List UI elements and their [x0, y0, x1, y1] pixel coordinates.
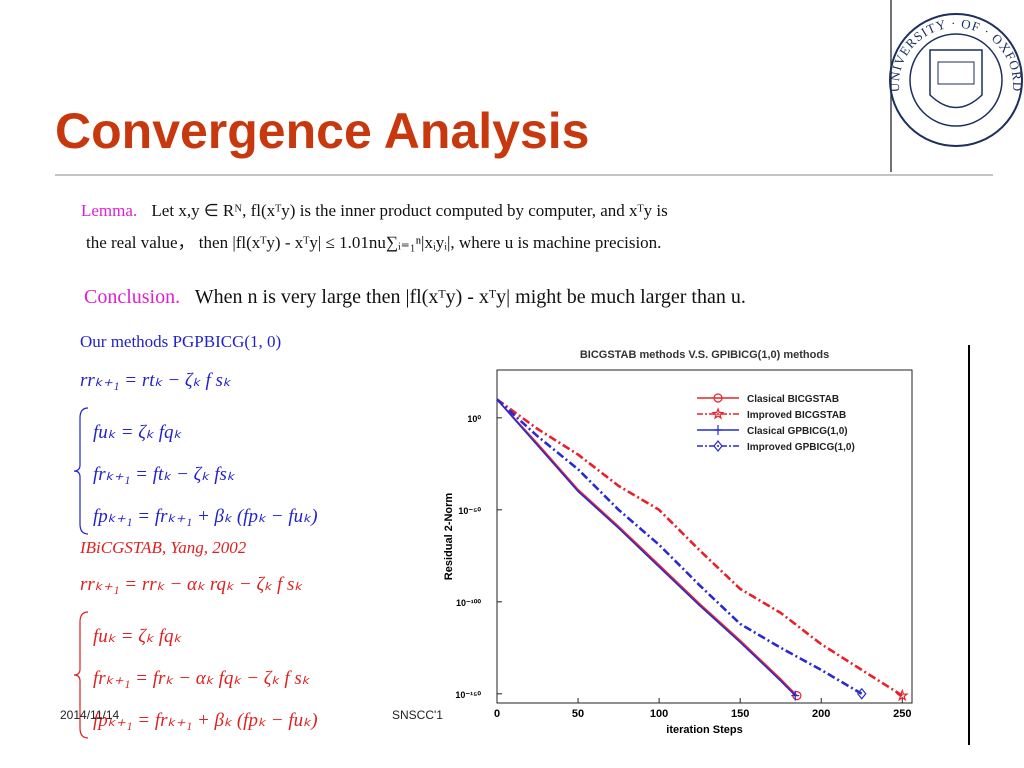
y-tick-label: 10⁰: [467, 414, 481, 424]
logo-ring-inner: [909, 33, 1003, 127]
legend-label: Clasical GPBICG(1,0): [747, 426, 848, 437]
equation: rrₖ₊₁ = rtₖ − ζₖ f sₖ: [80, 370, 232, 391]
x-axis-label: iteration Steps: [666, 724, 742, 736]
series-line: [496, 398, 796, 697]
conclusion-row: Conclusion. When n is very large then |f…: [84, 286, 746, 308]
equation: fpₖ₊₁ = frₖ₊₁ + βₖ (fpₖ − fuₖ): [93, 506, 318, 527]
legend-label: Improved GPBICG(1,0): [747, 442, 855, 453]
brace: [73, 407, 89, 535]
x-tick-label: 200: [812, 708, 830, 720]
series-line: [496, 398, 798, 697]
equation: frₖ₊₁ = ftₖ − ζₖ fsₖ: [93, 464, 236, 485]
equation: fpₖ₊₁ = frₖ₊₁ + βₖ (fpₖ − fuₖ): [93, 710, 318, 731]
logo-book: [937, 61, 975, 85]
series-line: [496, 398, 903, 697]
logo-ring: [889, 13, 1023, 147]
equation: rrₖ₊₁ = rrₖ − αₖ rqₖ − ζₖ f sₖ: [80, 574, 303, 595]
legend-label: Clasical BICGSTAB: [747, 394, 839, 405]
conclusion-label: Conclusion.: [84, 286, 180, 308]
y-axis-label: Residual 2-Norm: [443, 493, 455, 581]
x-tick-label: 150: [731, 708, 749, 720]
ref-equations: rrₖ₊₁ = rrₖ − αₖ rqₖ − ζₖ f sₖ fuₖ = ζₖ f…: [73, 574, 318, 739]
series-line: [496, 398, 863, 695]
lemma-label: Lemma.: [81, 201, 137, 220]
y-tick-label: 10⁻¹⁵⁰: [455, 690, 481, 700]
y-tick-label: 10⁻¹⁰⁰: [456, 598, 481, 608]
plot-frame: [496, 369, 913, 704]
x-tick-label: 100: [650, 708, 668, 720]
point-marker: [791, 690, 800, 701]
brace: [73, 611, 89, 739]
y-tick-label: 10⁻⁵⁰: [458, 506, 481, 516]
x-tick-label: 50: [572, 708, 584, 720]
equation: fuₖ = ζₖ fqₖ: [93, 422, 182, 443]
equation: frₖ₊₁ = frₖ − αₖ fqₖ − ζₖ f sₖ: [93, 668, 311, 689]
chart: BICGSTAB methods V.S. GPIBICG(1,0) metho…: [443, 349, 913, 736]
x-tick-label: 0: [494, 708, 500, 720]
legend-label: Improved BICGSTAB: [747, 410, 846, 421]
ours-equations: rrₖ₊₁ = rtₖ − ζₖ f sₖ fuₖ = ζₖ fqₖ frₖ₊₁ =…: [73, 370, 318, 535]
chart-title: BICGSTAB methods V.S. GPIBICG(1,0) metho…: [580, 349, 829, 361]
point-marker: [856, 687, 867, 700]
slide-title: Convergence Analysis: [55, 103, 589, 159]
legend-marker: [713, 440, 723, 452]
x-tick-label: 250: [893, 708, 911, 720]
legend-marker: [713, 393, 723, 403]
footer-event: SNSCC'1: [392, 708, 443, 722]
lemma-line2: the real value， then |fl(xᵀy) - xᵀy| ≤ 1…: [86, 233, 661, 252]
point-marker: [895, 688, 909, 702]
ref-title: IBiCGSTAB, Yang, 2002: [79, 538, 247, 557]
legend-marker: [711, 407, 725, 420]
conclusion-text: When n is very large then |fl(xᵀy) - xᵀy…: [195, 286, 746, 308]
equation: fuₖ = ζₖ fqₖ: [93, 626, 182, 647]
lemma-line1: Let x,y ∈ Rᴺ, fl(xᵀy) is the inner produ…: [151, 201, 667, 220]
lemma-row: Lemma. Let x,y ∈ Rᴺ, fl(xᵀy) is the inne…: [81, 201, 668, 220]
footer-date: 2014/11/14: [60, 708, 119, 722]
ours-title: Our methods PGPBICG(1, 0): [80, 332, 281, 351]
legend-marker: [714, 425, 722, 435]
logo-shield: [929, 49, 983, 109]
